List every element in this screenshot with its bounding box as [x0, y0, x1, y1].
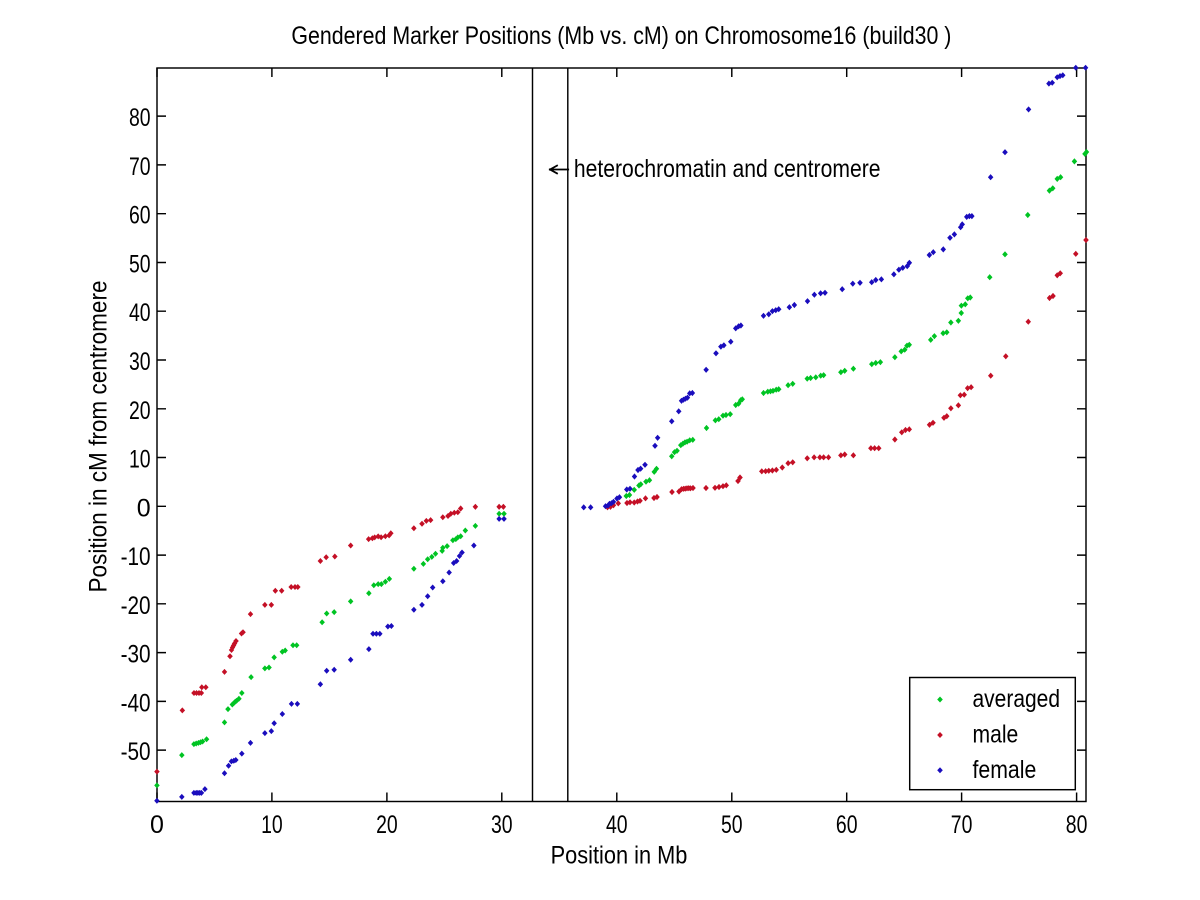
svg-text:40: 40 [129, 299, 151, 327]
svg-text:-10: -10 [121, 543, 151, 571]
svg-text:10: 10 [261, 811, 283, 839]
svg-text:-30: -30 [121, 641, 151, 669]
svg-text:50: 50 [721, 811, 743, 839]
svg-text:10: 10 [129, 446, 151, 474]
svg-text:20: 20 [376, 811, 398, 839]
svg-text:80: 80 [129, 104, 151, 132]
svg-text:30: 30 [491, 811, 513, 839]
svg-text:80: 80 [1066, 811, 1088, 839]
svg-text:male: male [973, 721, 1019, 749]
svg-text:female: female [973, 756, 1037, 784]
svg-text:Gendered Marker Positions (Mb: Gendered Marker Positions (Mb vs. cM) on… [291, 22, 951, 50]
svg-text:heterochromatin and centromere: heterochromatin and centromere [574, 155, 881, 183]
svg-text:40: 40 [606, 811, 628, 839]
svg-text:0: 0 [150, 811, 164, 839]
svg-text:60: 60 [129, 202, 151, 230]
svg-text:-40: -40 [121, 689, 151, 717]
svg-text:70: 70 [951, 811, 973, 839]
svg-text:averaged: averaged [973, 685, 1061, 713]
svg-text:30: 30 [129, 348, 151, 376]
svg-text:0: 0 [137, 494, 151, 522]
svg-text:50: 50 [129, 251, 151, 279]
svg-text:Position in cM from centromere: Position in cM from centromere [85, 281, 113, 593]
svg-text:60: 60 [836, 811, 858, 839]
svg-text:-20: -20 [121, 592, 151, 620]
svg-text:70: 70 [129, 153, 151, 181]
svg-text:Position in Mb: Position in Mb [551, 841, 688, 869]
svg-text:20: 20 [129, 397, 151, 425]
svg-text:-50: -50 [121, 738, 151, 766]
